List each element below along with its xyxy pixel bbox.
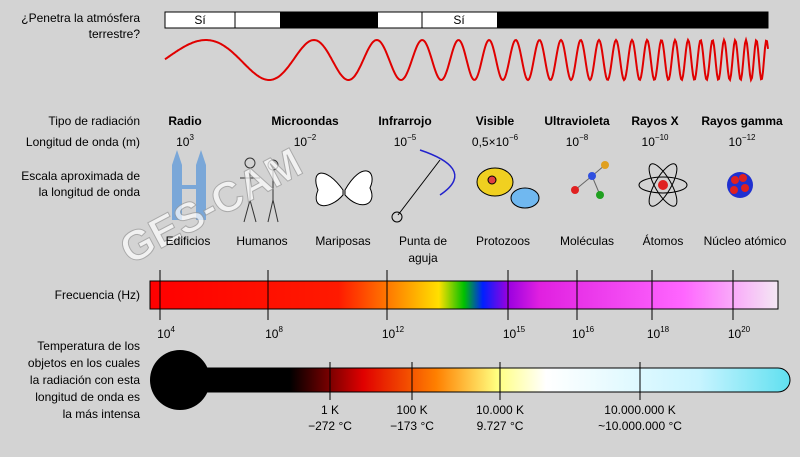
radiation-type: Rayos gamma <box>701 114 783 128</box>
radiation-type: Rayos X <box>631 114 678 128</box>
row-label: Longitud de onda (m) <box>26 135 140 149</box>
wavelength-base: 10 <box>394 135 408 149</box>
frequency-tick: 108 <box>265 325 283 341</box>
frequency-tick: 1012 <box>382 325 405 341</box>
kelvin: 10.000 K <box>476 403 524 417</box>
wavelength: 103 <box>176 133 194 149</box>
wavelength: 10−10 <box>642 133 669 149</box>
row-label: Frecuencia (Hz) <box>55 288 140 302</box>
wavelength-exp: −5 <box>407 133 417 142</box>
frequency-tick-exp: 18 <box>660 325 669 334</box>
scale-object: Moléculas <box>560 234 614 248</box>
watermark: GES-CAM <box>112 138 309 273</box>
row-label: la radiación con esta <box>30 373 140 387</box>
frequency-tick-base: 10 <box>157 327 171 341</box>
scale-object: aguja <box>408 251 438 265</box>
celsius: ~10.000.000 °C <box>598 419 682 433</box>
wavelength-exp: −6 <box>509 133 519 142</box>
frequency-tick-base: 10 <box>647 327 661 341</box>
radiation-type: Infrarrojo <box>378 114 431 128</box>
radiation-type: Visible <box>476 114 515 128</box>
row-label: objetos en los cuales <box>28 356 140 370</box>
kelvin: 10.000.000 K <box>604 403 675 417</box>
row-label: longitud de onda es <box>35 390 140 404</box>
frequency-tick-exp: 16 <box>585 325 594 334</box>
wavelength-exp: −8 <box>579 133 589 142</box>
wavelength-base: 10 <box>294 135 308 149</box>
wavelength: 0,5×10−6 <box>472 133 519 149</box>
kelvin: 1 K <box>321 403 339 417</box>
frequency-tick-base: 10 <box>265 327 279 341</box>
radiation-type: Ultravioleta <box>544 114 610 128</box>
scale-object: Protozoos <box>476 234 530 248</box>
frequency-tick: 1015 <box>503 325 526 341</box>
atmosphere-segment: No <box>624 13 640 27</box>
frequency-tick: 104 <box>157 325 175 341</box>
celsius: −272 °C <box>308 419 352 433</box>
scale-object: Núcleo atómico <box>704 234 787 248</box>
radiation-type: Microondas <box>271 114 339 128</box>
row-label: la más intensa <box>63 407 141 421</box>
scale-object: Punta de <box>399 234 447 248</box>
atmosphere-bar <box>164 11 769 29</box>
wavelength-exp: −12 <box>742 133 756 142</box>
wavelength-exp: −2 <box>307 133 317 142</box>
scale-object: Humanos <box>236 234 287 248</box>
scale-object: Edificios <box>166 234 211 248</box>
row-label: Temperatura de los <box>37 339 140 353</box>
wavelength: 10−5 <box>394 133 417 149</box>
wavelength-base: 10 <box>176 135 190 149</box>
wavelength-exp: −10 <box>655 133 669 142</box>
wavelength-exp: 3 <box>189 133 194 142</box>
wavelength-base: 10 <box>642 135 656 149</box>
radiation-type: Radio <box>168 114 201 128</box>
icons <box>172 149 753 223</box>
frequency-tick-exp: 8 <box>278 325 283 334</box>
frequency-bar <box>149 280 779 310</box>
thermometer-tube <box>179 367 791 393</box>
frequency-tick: 1018 <box>647 325 670 341</box>
frequency-tick-exp: 20 <box>741 325 750 334</box>
frequency-tick-exp: 4 <box>170 325 175 334</box>
frequency-tick-base: 10 <box>503 327 517 341</box>
wavelength: 10−8 <box>566 133 589 149</box>
wavelength-base: 0,5×10 <box>472 135 509 149</box>
scale-object: Átomos <box>643 233 684 248</box>
celsius: 9.727 °C <box>477 419 524 433</box>
frequency-tick-base: 10 <box>572 327 586 341</box>
atmosphere-segment: Sí <box>453 13 465 27</box>
wavelength-base: 10 <box>566 135 580 149</box>
frequency-tick-base: 10 <box>728 327 742 341</box>
frequency-tick-exp: 12 <box>395 325 404 334</box>
wavelength: 10−2 <box>294 133 317 149</box>
atmosphere-segment: No <box>321 13 337 27</box>
row-label: Tipo de radiación <box>48 114 140 128</box>
frequency-tick: 1016 <box>572 325 595 341</box>
frequency-tick: 1020 <box>728 325 751 341</box>
celsius: −173 °C <box>390 419 434 433</box>
question: ¿Penetra la atmósfera <box>21 11 140 25</box>
frequency-tick-exp: 15 <box>516 325 525 334</box>
frequency-tick-base: 10 <box>382 327 396 341</box>
row-label: la longitud de onda <box>39 185 141 199</box>
scale-object: Mariposas <box>315 234 370 248</box>
kelvin: 100 K <box>396 403 427 417</box>
wavelength: 10−12 <box>729 133 756 149</box>
thermometer-bulb <box>150 350 210 410</box>
wave <box>164 36 769 83</box>
row-label: Escala aproximada de <box>21 169 140 183</box>
atmosphere-segment: Sí <box>194 13 206 27</box>
wavelength-base: 10 <box>729 135 743 149</box>
question: terrestre? <box>89 27 141 41</box>
